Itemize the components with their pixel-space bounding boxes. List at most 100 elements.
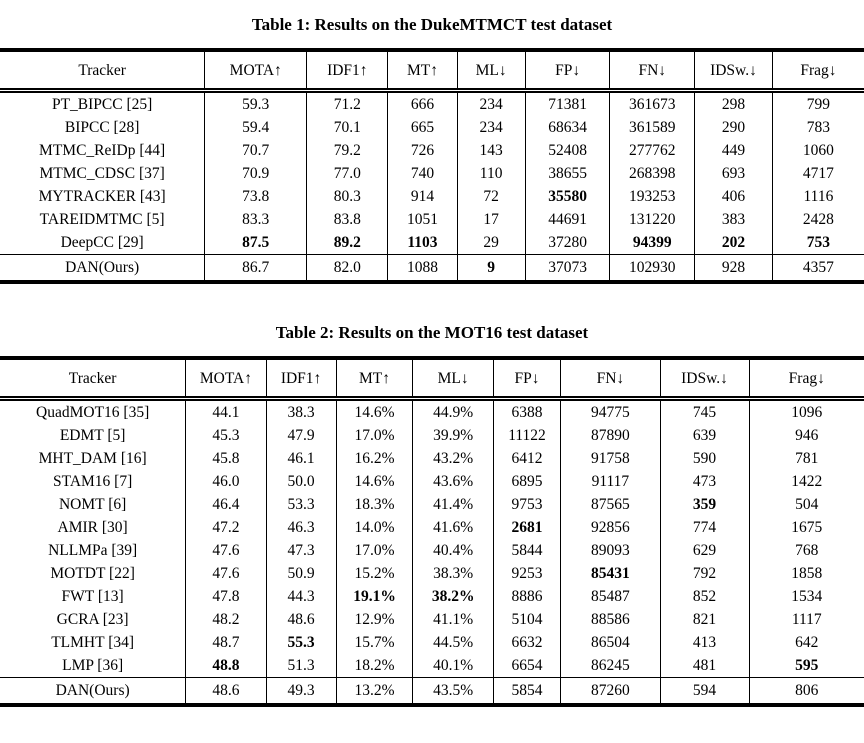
tracker-name: LMP [36] bbox=[62, 657, 124, 674]
table2-body: QuadMOT16 [35] 44.1 38.3 14.6% 44.9% 6388 9477… bbox=[0, 398, 864, 705]
metric-value: 91117 bbox=[560, 470, 661, 493]
table-row: STAM16 [7] 46.0 50.0 14.6% 43.6% 6895 91117 473… bbox=[0, 470, 864, 493]
metric-value: 5104 bbox=[492, 608, 561, 631]
metric-value: 19.1% bbox=[335, 585, 413, 608]
metric-value: 48.6 bbox=[265, 608, 337, 631]
metric-value: 44691 bbox=[524, 208, 610, 231]
column-header: MOTA↑ bbox=[204, 50, 307, 93]
column-header: Tracker bbox=[0, 358, 186, 401]
metric-value: 914 bbox=[387, 185, 458, 208]
metric-value: 290 bbox=[694, 116, 773, 139]
tracker-name: DAN(Ours) bbox=[0, 254, 205, 282]
metric-value: 38655 bbox=[524, 162, 610, 185]
metric-value: 48.7 bbox=[185, 631, 267, 654]
metric-value: 89.2 bbox=[306, 231, 388, 255]
metric-value: 92856 bbox=[560, 516, 661, 539]
metric-value: 46.4 bbox=[185, 493, 267, 516]
metric-value: 359 bbox=[659, 493, 750, 516]
column-header: IDSw.↓ bbox=[659, 358, 750, 401]
table-row: MYTRACKER [43] 73.8 80.3 914 72 35580 193253 40… bbox=[0, 185, 864, 208]
metric-value: 85487 bbox=[560, 585, 661, 608]
metric-value: 43.2% bbox=[412, 447, 494, 470]
metric-value: 17.0% bbox=[335, 424, 413, 447]
metric-value: 1675 bbox=[748, 516, 864, 539]
metric-value: 14.6% bbox=[335, 470, 413, 493]
table-row-ours: DAN(Ours) 86.7 82.0 1088 9 37073 102930 928 4357 bbox=[0, 254, 864, 282]
metric-value: 37280 bbox=[524, 231, 610, 255]
metric-value: 50.9 bbox=[265, 562, 337, 585]
metric-value: 234 bbox=[456, 90, 526, 116]
metric-value: 594 bbox=[659, 677, 750, 705]
metric-value: 642 bbox=[748, 631, 864, 654]
metric-value: 13.2% bbox=[335, 677, 413, 705]
tracker-name: FWT [13] bbox=[61, 588, 124, 605]
tracker-name: GCRA [23] bbox=[56, 611, 129, 628]
column-header: FP↓ bbox=[492, 358, 561, 401]
metric-value: 202 bbox=[694, 231, 773, 255]
metric-value: 6412 bbox=[492, 447, 561, 470]
metric-value: 9753 bbox=[492, 493, 561, 516]
metric-value: 29 bbox=[456, 231, 526, 255]
metric-value: 47.8 bbox=[185, 585, 267, 608]
metric-value: 2428 bbox=[771, 208, 864, 231]
metric-value: 47.6 bbox=[185, 562, 267, 585]
metric-value: 49.3 bbox=[265, 677, 337, 705]
metric-value: 87890 bbox=[560, 424, 661, 447]
metric-value: 768 bbox=[748, 539, 864, 562]
metric-value: 665 bbox=[387, 116, 458, 139]
metric-value: 44.5% bbox=[412, 631, 494, 654]
metric-value: 45.3 bbox=[185, 424, 267, 447]
metric-value: 45.8 bbox=[185, 447, 267, 470]
metric-value: 629 bbox=[659, 539, 750, 562]
metric-value: 193253 bbox=[609, 185, 695, 208]
metric-value: 9253 bbox=[492, 562, 561, 585]
metric-value: 639 bbox=[659, 424, 750, 447]
metric-value: 1116 bbox=[771, 185, 864, 208]
metric-value: 39.9% bbox=[412, 424, 494, 447]
metric-value: 413 bbox=[659, 631, 750, 654]
metric-value: 14.0% bbox=[335, 516, 413, 539]
metric-value: 70.7 bbox=[204, 139, 307, 162]
metric-value: 6895 bbox=[492, 470, 561, 493]
metric-value: 1096 bbox=[748, 398, 864, 424]
metric-value: 781 bbox=[748, 447, 864, 470]
tracker-name: TAREIDMTMC [5] bbox=[39, 211, 165, 228]
metric-value: 143 bbox=[456, 139, 526, 162]
metric-value: 68634 bbox=[524, 116, 610, 139]
metric-value: 131220 bbox=[609, 208, 695, 231]
table-row: TLMHT [34] 48.7 55.3 15.7% 44.5% 6632 86504 413… bbox=[0, 631, 864, 654]
table-row: NOMT [6] 46.4 53.3 18.3% 41.4% 9753 87565 359 50… bbox=[0, 493, 864, 516]
tracker-name: EDMT [5] bbox=[59, 427, 126, 444]
metric-value: 86.7 bbox=[204, 254, 307, 282]
metric-value: 43.6% bbox=[412, 470, 494, 493]
metric-value: 83.3 bbox=[204, 208, 307, 231]
column-header: FN↓ bbox=[560, 358, 661, 401]
metric-value: 12.9% bbox=[335, 608, 413, 631]
metric-value: 590 bbox=[659, 447, 750, 470]
table-row: FWT [13] 47.8 44.3 19.1% 38.2% 8886 85487 852 15… bbox=[0, 585, 864, 608]
metric-value: 5854 bbox=[492, 677, 561, 705]
metric-value: 47.3 bbox=[265, 539, 337, 562]
metric-value: 1060 bbox=[771, 139, 864, 162]
tracker-name: MYTRACKER [43] bbox=[38, 188, 166, 205]
metric-value: 48.2 bbox=[185, 608, 267, 631]
metric-value: 595 bbox=[748, 654, 864, 678]
tracker-name: MTMC_CDSC [37] bbox=[39, 165, 165, 182]
table-row: NLLMPa [39] 47.6 47.3 17.0% 40.4% 5844 89093 62… bbox=[0, 539, 864, 562]
metric-value: 15.2% bbox=[335, 562, 413, 585]
metric-value: 59.4 bbox=[204, 116, 307, 139]
metric-value: 9 bbox=[456, 254, 526, 282]
table-row: TAREIDMTMC [5] 83.3 83.8 1051 17 44691 131220 3… bbox=[0, 208, 864, 231]
tracker-name: MOTDT [22] bbox=[50, 565, 135, 582]
metric-value: 4357 bbox=[771, 254, 864, 282]
metric-value: 73.8 bbox=[204, 185, 307, 208]
tracker-name: PT_BIPCC [25] bbox=[51, 96, 153, 113]
tracker-name: STAM16 [7] bbox=[52, 473, 133, 490]
metric-value: 2681 bbox=[492, 516, 561, 539]
metric-value: 89093 bbox=[560, 539, 661, 562]
metric-value: 666 bbox=[387, 90, 458, 116]
metric-value: 740 bbox=[387, 162, 458, 185]
metric-value: 693 bbox=[694, 162, 773, 185]
metric-value: 37073 bbox=[524, 254, 610, 282]
metric-value: 85431 bbox=[560, 562, 661, 585]
